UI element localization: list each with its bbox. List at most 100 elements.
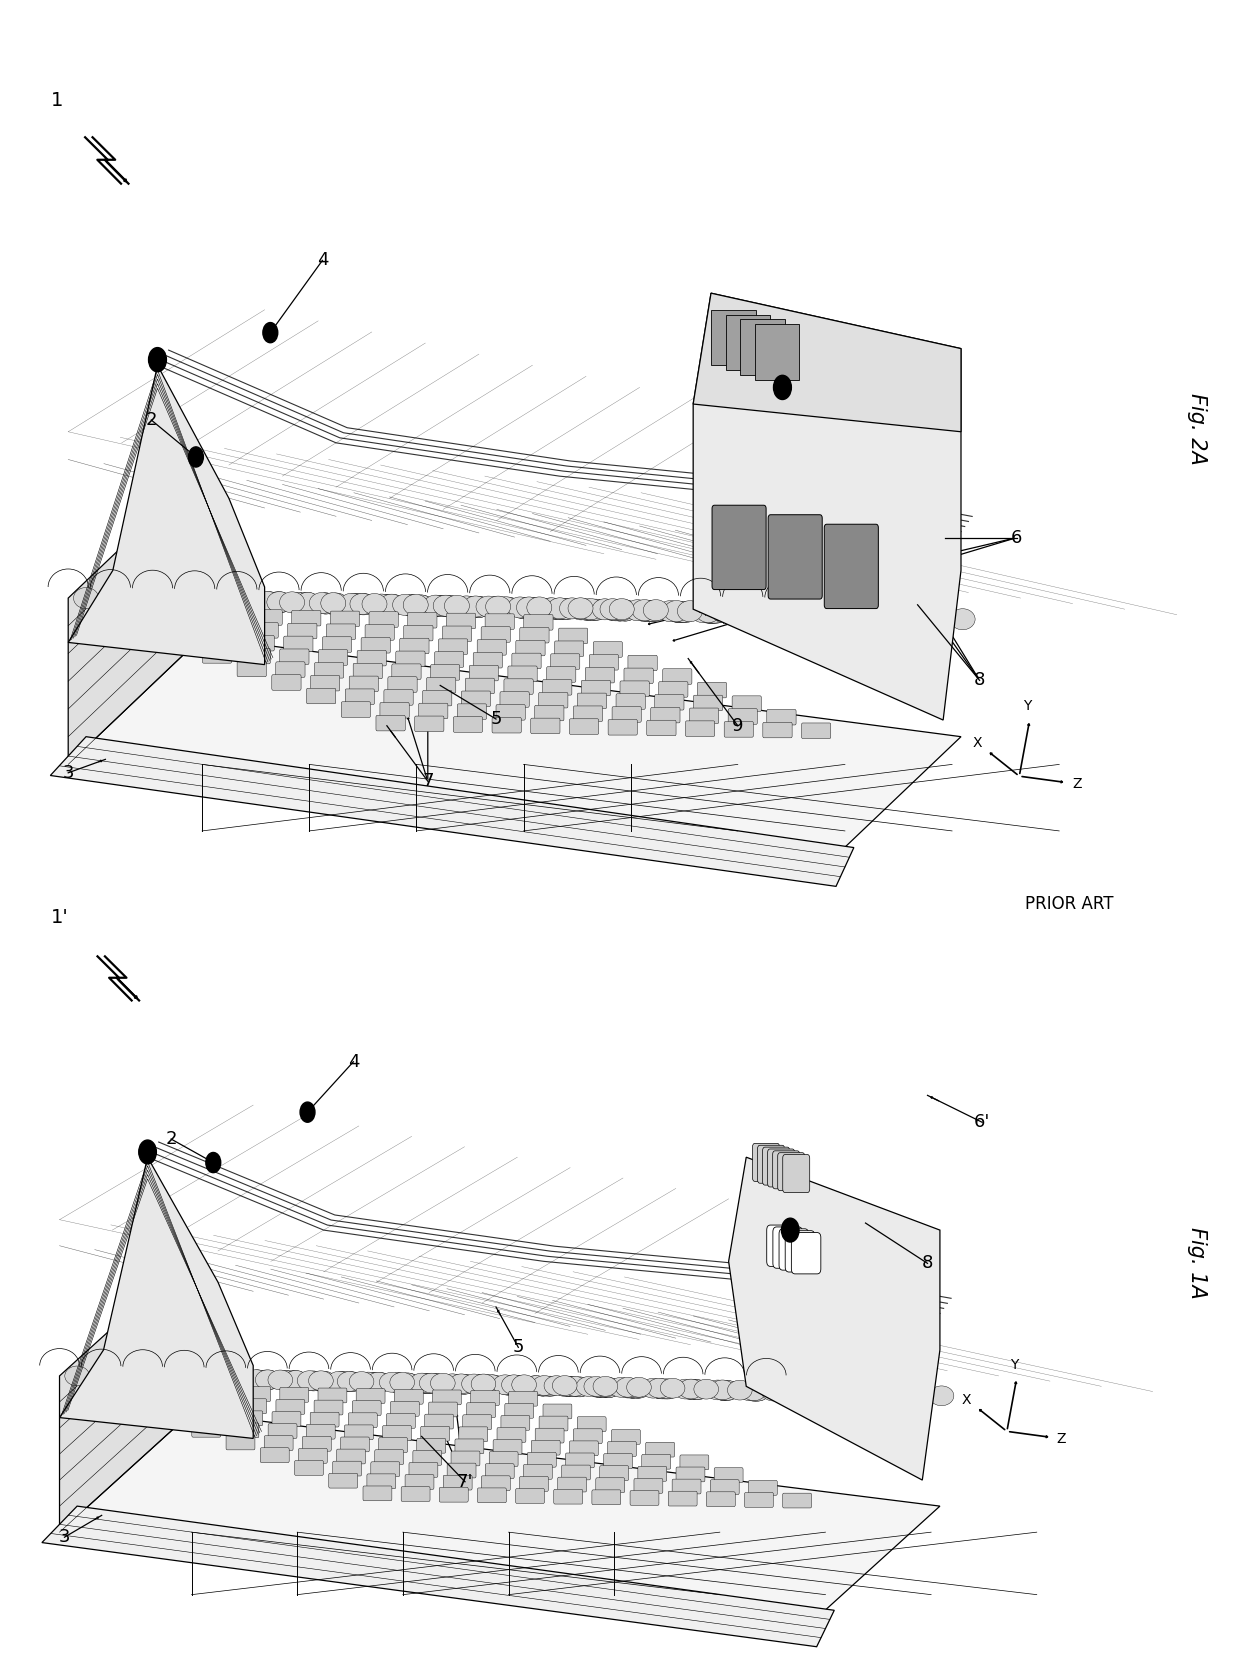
Ellipse shape [568, 598, 594, 620]
Ellipse shape [255, 591, 280, 613]
Ellipse shape [606, 600, 632, 622]
Ellipse shape [321, 593, 346, 613]
Ellipse shape [821, 605, 847, 627]
Ellipse shape [651, 1379, 676, 1399]
Ellipse shape [620, 1378, 645, 1398]
Ellipse shape [626, 1378, 651, 1398]
FancyBboxPatch shape [591, 1490, 621, 1505]
FancyBboxPatch shape [424, 1415, 454, 1430]
Ellipse shape [469, 1374, 494, 1394]
Ellipse shape [702, 601, 727, 623]
FancyBboxPatch shape [350, 675, 378, 692]
FancyBboxPatch shape [260, 1448, 289, 1463]
FancyBboxPatch shape [288, 623, 317, 638]
FancyBboxPatch shape [543, 679, 572, 696]
FancyBboxPatch shape [481, 627, 511, 642]
Ellipse shape [615, 1378, 640, 1398]
Ellipse shape [625, 1379, 650, 1398]
Ellipse shape [527, 596, 552, 618]
Ellipse shape [115, 588, 140, 610]
Ellipse shape [481, 1374, 506, 1394]
Ellipse shape [577, 1376, 601, 1396]
FancyBboxPatch shape [516, 640, 546, 655]
FancyBboxPatch shape [658, 682, 688, 697]
Ellipse shape [461, 1374, 486, 1394]
Ellipse shape [546, 598, 570, 620]
FancyBboxPatch shape [554, 642, 584, 657]
Ellipse shape [466, 596, 491, 618]
FancyBboxPatch shape [785, 1231, 815, 1272]
Ellipse shape [723, 603, 748, 623]
Ellipse shape [295, 593, 320, 613]
FancyBboxPatch shape [387, 1413, 415, 1428]
Text: 9: 9 [732, 717, 744, 734]
Ellipse shape [273, 1371, 298, 1389]
FancyBboxPatch shape [562, 1465, 590, 1480]
FancyBboxPatch shape [423, 690, 451, 706]
FancyBboxPatch shape [237, 662, 267, 677]
FancyBboxPatch shape [370, 612, 398, 627]
FancyBboxPatch shape [520, 627, 549, 643]
Ellipse shape [128, 588, 153, 610]
FancyBboxPatch shape [523, 1465, 552, 1480]
Ellipse shape [696, 601, 720, 623]
Ellipse shape [496, 596, 521, 618]
Ellipse shape [419, 1373, 444, 1393]
Ellipse shape [756, 603, 781, 625]
FancyBboxPatch shape [578, 694, 606, 709]
Ellipse shape [568, 1378, 591, 1396]
Ellipse shape [567, 1378, 591, 1396]
FancyBboxPatch shape [203, 1386, 232, 1401]
FancyBboxPatch shape [697, 682, 727, 697]
FancyBboxPatch shape [712, 506, 766, 590]
FancyBboxPatch shape [777, 1152, 805, 1191]
Ellipse shape [172, 1368, 197, 1388]
FancyBboxPatch shape [167, 633, 197, 650]
Ellipse shape [161, 1368, 186, 1388]
Ellipse shape [388, 1373, 412, 1393]
Ellipse shape [656, 1379, 681, 1399]
Ellipse shape [523, 598, 548, 618]
Ellipse shape [379, 1373, 404, 1393]
Ellipse shape [774, 1383, 797, 1401]
Ellipse shape [711, 1381, 735, 1399]
Ellipse shape [856, 606, 880, 627]
FancyBboxPatch shape [317, 1388, 347, 1403]
FancyBboxPatch shape [459, 1426, 487, 1441]
FancyBboxPatch shape [578, 1416, 606, 1431]
Ellipse shape [285, 593, 310, 613]
Polygon shape [60, 1257, 191, 1532]
Ellipse shape [537, 598, 562, 620]
Ellipse shape [742, 1381, 766, 1401]
Ellipse shape [264, 591, 289, 613]
Ellipse shape [476, 596, 501, 617]
Ellipse shape [330, 1371, 355, 1391]
Ellipse shape [590, 1378, 615, 1398]
Ellipse shape [823, 605, 848, 627]
Ellipse shape [697, 601, 722, 623]
Ellipse shape [174, 1368, 198, 1388]
Ellipse shape [100, 588, 125, 610]
Circle shape [774, 375, 791, 400]
FancyBboxPatch shape [356, 1389, 386, 1403]
Ellipse shape [502, 1376, 527, 1396]
FancyBboxPatch shape [763, 722, 792, 738]
Ellipse shape [568, 598, 593, 618]
Ellipse shape [487, 596, 513, 618]
Ellipse shape [899, 1386, 924, 1404]
FancyBboxPatch shape [98, 606, 128, 623]
FancyBboxPatch shape [569, 719, 599, 734]
FancyBboxPatch shape [157, 1410, 186, 1425]
Ellipse shape [401, 595, 425, 617]
FancyBboxPatch shape [336, 1450, 366, 1463]
Ellipse shape [351, 593, 376, 615]
FancyBboxPatch shape [801, 722, 831, 739]
FancyBboxPatch shape [608, 1441, 636, 1457]
Ellipse shape [795, 605, 820, 625]
Ellipse shape [326, 1371, 351, 1391]
Ellipse shape [729, 603, 754, 623]
Ellipse shape [500, 1376, 525, 1394]
Text: 3: 3 [62, 764, 74, 781]
FancyBboxPatch shape [481, 1475, 510, 1490]
Ellipse shape [668, 601, 693, 623]
